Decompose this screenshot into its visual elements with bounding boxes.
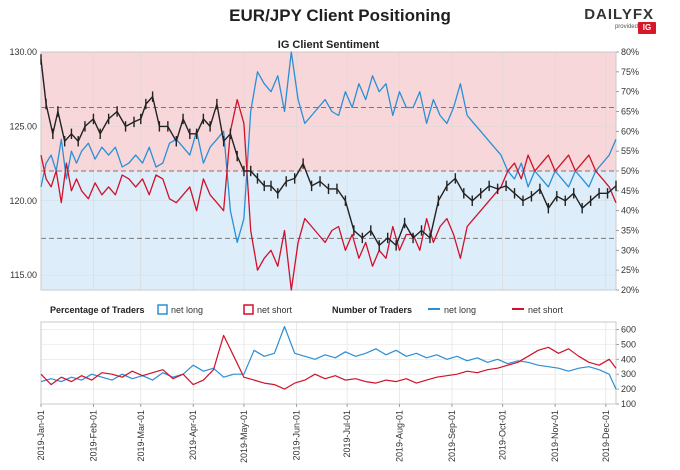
legend-label-num-short: net short (528, 305, 564, 315)
y-right-tick-label-bottom: 400 (621, 354, 636, 364)
x-tick-label: 2019-Apr-01 (188, 410, 198, 460)
legend-group-number: Number of Traders (332, 305, 412, 315)
bottom-panel-border (40, 321, 617, 405)
y-right-tick-label: 30% (621, 245, 639, 255)
net-short-count-line (40, 334, 617, 390)
ig-badge: IG (638, 22, 656, 34)
y-right-tick-label: 45% (621, 186, 639, 196)
x-tick-label: 2019-Jan-01 (36, 410, 46, 461)
x-tick-label: 2019-Dec-01 (601, 410, 611, 462)
x-tick-label: 2019-Feb-01 (88, 410, 98, 462)
brand-text: DAILYFX (584, 6, 654, 23)
x-tick-label: 2019-Jun-01 (291, 410, 301, 461)
legend-label-pct-short: net short (257, 305, 293, 315)
x-tick-label: 2019-Nov-01 (550, 410, 560, 462)
x-tick-label: 2019-May-01 (239, 410, 249, 463)
y-right-tick-label: 65% (621, 107, 639, 117)
y-right-tick-label-bottom: 100 (621, 399, 636, 409)
brand-sub: provided by (614, 24, 646, 30)
legend-group-percentage: Percentage of Traders (50, 305, 145, 315)
y-right-tick-label: 40% (621, 206, 639, 216)
y-right-tick-label: 75% (621, 67, 639, 77)
legend-swatch-pct-short (243, 304, 254, 315)
y-right-tick-label-bottom: 600 (621, 324, 636, 334)
legend-label-num-long: net long (444, 305, 476, 315)
x-tick-label: 2019-Mar-01 (136, 410, 146, 462)
bearish-zone (41, 52, 616, 171)
y-left-tick-label: 130.00 (9, 47, 37, 57)
legend-label-pct-long: net long (171, 305, 203, 315)
x-tick-label: 2019-Jul-01 (342, 410, 352, 458)
y-right-tick-label-bottom: 500 (621, 339, 636, 349)
y-left-tick-label: 115.00 (10, 270, 37, 280)
y-right-tick-label: 50% (621, 166, 639, 176)
net-short-pct-line (40, 98, 617, 291)
net-long-count-line (40, 325, 617, 390)
y-left-tick-label: 120.00 (9, 196, 37, 206)
y-right-tick-label: 60% (621, 126, 639, 136)
y-right-tick-label: 80% (621, 47, 639, 57)
x-tick-label: 2019-Sep-01 (447, 410, 457, 462)
y-right-tick-label: 35% (621, 226, 639, 236)
chart-title: EUR/JPY Client Positioning (229, 6, 451, 25)
y-left-tick-label: 125.00 (9, 121, 37, 131)
y-right-tick-label-bottom: 200 (621, 384, 636, 394)
x-tick-label: 2019-Oct-01 (498, 410, 508, 460)
y-right-tick-label-bottom: 300 (621, 369, 636, 379)
y-right-tick-label: 25% (621, 265, 639, 275)
y-right-tick-label: 70% (621, 87, 639, 97)
chart-subtitle: IG Client Sentiment (278, 39, 380, 51)
legend-swatch-pct-long (157, 304, 168, 315)
y-right-tick-label: 20% (621, 285, 639, 295)
x-tick-label: 2019-Aug-01 (395, 410, 405, 462)
y-right-tick-label: 55% (621, 146, 639, 156)
